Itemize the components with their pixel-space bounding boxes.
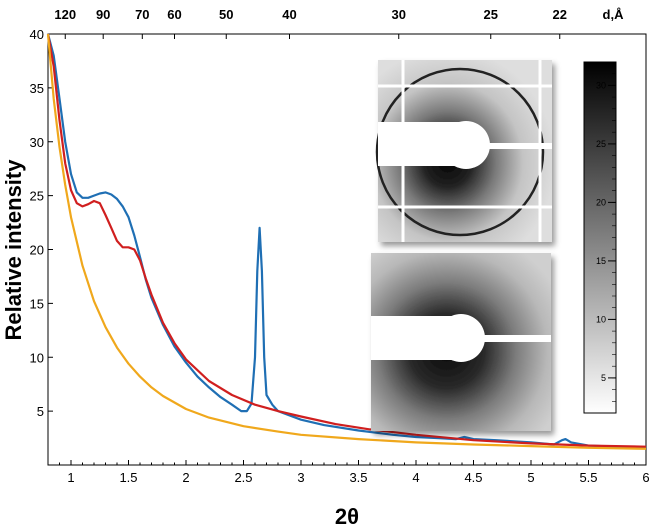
- series-line: [46, 33, 647, 448]
- y-tick-label: 5: [37, 404, 44, 419]
- top-axis: 120 90 70 60 50 40 30 25 22: [54, 7, 567, 39]
- x-tick-label: 3: [297, 470, 304, 485]
- top-tick-label: 50: [219, 7, 233, 22]
- x-tick-label: 1: [67, 470, 74, 485]
- top-tick-label: 40: [282, 7, 296, 22]
- colorbar-tick-label: 15: [596, 256, 606, 266]
- colorbar-tick-label: 20: [596, 197, 606, 207]
- top-tick-label: 70: [135, 7, 149, 22]
- top-tick-label: 30: [392, 7, 406, 22]
- colorbar: 5 10 15 20 25 30: [583, 61, 617, 414]
- y-tick-label: 20: [30, 243, 44, 258]
- x-tick-label: 2.5: [234, 470, 252, 485]
- diffraction-pattern-top-details: [375, 60, 552, 242]
- y-axis-title: Relative intensity: [1, 159, 26, 341]
- top-tick-label: 25: [484, 7, 498, 22]
- top-tick-label: 120: [54, 7, 76, 22]
- top-tick-label: 60: [167, 7, 181, 22]
- x-tick-label: 3.5: [349, 470, 367, 485]
- series-line: [46, 33, 647, 450]
- top-axis-title: d,Å: [603, 7, 625, 22]
- y-tick-label: 30: [30, 135, 44, 150]
- x-tick-label: 1.5: [119, 470, 137, 485]
- x-tick-label: 2: [182, 470, 189, 485]
- y-tick-label: 35: [30, 81, 44, 96]
- y-tick-label: 40: [30, 27, 44, 42]
- x-tick-label: 5.5: [579, 470, 597, 485]
- colorbar-tick-label: 30: [596, 80, 606, 90]
- x-axis-title: 2θ: [335, 504, 359, 529]
- top-tick-label: 22: [553, 7, 567, 22]
- colorbar-tick-label: 10: [596, 314, 606, 324]
- x-tick-label: 4.5: [464, 470, 482, 485]
- colorbar-tick-label: 5: [601, 373, 606, 383]
- y-tick-label: 25: [30, 189, 44, 204]
- series-line: [46, 33, 647, 449]
- y-tick-label: 10: [30, 350, 44, 365]
- x-tick-label: 5: [527, 470, 534, 485]
- x-tick-label: 4: [412, 470, 419, 485]
- top-tick-label: 90: [96, 7, 110, 22]
- x-axis: 1 1.5 2 2.5 3 3.5 4 4.5 5 5.5 6: [59, 460, 649, 485]
- colorbar-tick-label: 25: [596, 139, 606, 149]
- series-layer: [46, 33, 647, 450]
- x-tick-label: 6: [642, 470, 649, 485]
- y-tick-label: 15: [30, 296, 44, 311]
- diffraction-pattern-bottom-details: [371, 314, 551, 362]
